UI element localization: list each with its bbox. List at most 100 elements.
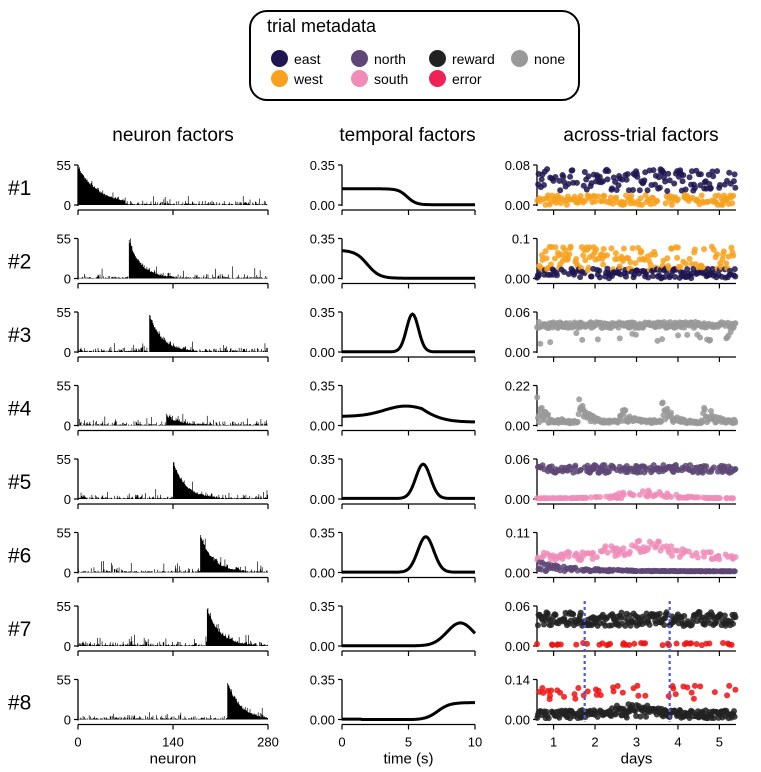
row-label: #2 — [8, 251, 31, 274]
trial-point — [701, 621, 708, 628]
y-tick-label: 0.35 — [310, 599, 335, 614]
trial-point — [703, 463, 710, 470]
trial-point — [623, 714, 630, 721]
trial-point — [656, 610, 663, 617]
trial-point — [614, 683, 621, 690]
trial-point — [562, 247, 569, 254]
trial-point — [607, 640, 614, 647]
factor-row-2: #2 55 0 0.35 0.00 0.1 0.00 — [8, 232, 739, 289]
trial-point — [630, 492, 637, 499]
trial-point — [674, 244, 681, 251]
trial-point — [596, 274, 603, 281]
temporal-curve — [342, 621, 477, 648]
trial-point — [671, 180, 678, 187]
trial-point — [720, 640, 727, 647]
trial-point — [574, 418, 581, 425]
trial-point — [582, 257, 589, 264]
y-tick-label: 0.00 — [505, 272, 530, 287]
trial-point — [706, 640, 713, 647]
factor-row-6: #6 55 0 0.35 0.00 0.11 0.00 — [8, 526, 739, 583]
legend-label: reward — [452, 50, 495, 67]
trial-point — [668, 543, 675, 550]
trial-point — [728, 244, 735, 251]
legend-label: north — [374, 50, 406, 67]
trial-point — [642, 692, 649, 699]
factor-row-3: #3 55 0 0.35 0.00 0.06 0.00 — [8, 305, 739, 362]
trial-point — [642, 192, 649, 199]
factor-row-5: #5 55 0 0.35 0.00 0.06 0.00 — [8, 452, 739, 509]
trial-point — [679, 178, 686, 185]
trial-point — [674, 196, 681, 203]
trial-column-title: across-trial factors — [563, 125, 719, 146]
trial-point — [686, 255, 693, 262]
trial-point — [619, 176, 626, 183]
trial-point — [643, 713, 650, 720]
legend-label: error — [452, 70, 482, 87]
trial-point — [571, 691, 578, 698]
trial-point — [570, 611, 577, 618]
trial-point — [538, 252, 545, 259]
neuron-histogram — [78, 167, 268, 205]
trial-point — [561, 693, 568, 700]
trial-point — [641, 177, 648, 184]
trial-point — [664, 187, 671, 194]
trial-point — [534, 622, 541, 629]
trial-point — [600, 261, 607, 268]
trial-point — [618, 609, 625, 616]
trial-point — [622, 273, 629, 280]
trial-point — [709, 168, 716, 175]
x-tick-label: 2 — [591, 735, 598, 750]
trial-point — [603, 252, 610, 259]
trial-scatter — [534, 537, 739, 575]
trial-point — [645, 274, 652, 281]
trial-point — [569, 167, 576, 174]
y-tick-label: 0.00 — [310, 345, 335, 360]
trial-point — [620, 245, 627, 252]
trial-point — [545, 715, 552, 722]
trial-point — [620, 545, 627, 552]
trial-point — [730, 178, 737, 185]
legend-marker — [511, 50, 528, 67]
row-label: #6 — [8, 545, 31, 568]
trial-point — [548, 463, 555, 470]
trial-point — [557, 251, 564, 258]
trial-point — [541, 417, 547, 423]
neuron-histogram — [78, 683, 268, 720]
trial-point — [565, 180, 572, 187]
temporal-curve — [342, 312, 475, 354]
trial-point — [691, 246, 698, 253]
trial-scatter — [534, 394, 739, 427]
trial-point — [688, 640, 695, 647]
trial-point — [671, 273, 678, 280]
legend-label: none — [534, 50, 566, 67]
trial-point — [608, 245, 615, 252]
trial-point — [726, 682, 733, 689]
trial-scatter — [534, 682, 739, 722]
trial-point — [535, 319, 542, 326]
x-tick-label: 10 — [468, 735, 482, 750]
neuron-histogram — [78, 413, 268, 426]
trial-point — [645, 544, 652, 551]
temporal-curve — [342, 462, 475, 500]
trial-point — [544, 166, 551, 173]
trial-point — [557, 567, 564, 574]
trial-point — [566, 251, 573, 258]
trial-point — [732, 273, 739, 280]
trial-point — [588, 273, 595, 280]
trial-point — [686, 174, 693, 181]
y-tick-label: 0.00 — [310, 272, 335, 287]
trial-point — [582, 197, 589, 204]
trial-point — [626, 548, 633, 555]
legend-marker — [271, 50, 288, 67]
trial-point — [690, 695, 697, 702]
trial-point — [701, 406, 708, 413]
trial-point — [636, 187, 643, 194]
trial-point — [604, 176, 611, 183]
trial-point — [710, 246, 717, 253]
legend-marker — [351, 50, 368, 67]
trial-point — [538, 566, 545, 573]
y-tick-label: 0 — [64, 639, 71, 654]
x-tick-label: 5 — [405, 735, 412, 750]
row-label: #8 — [8, 692, 31, 715]
trial-point — [600, 245, 607, 252]
